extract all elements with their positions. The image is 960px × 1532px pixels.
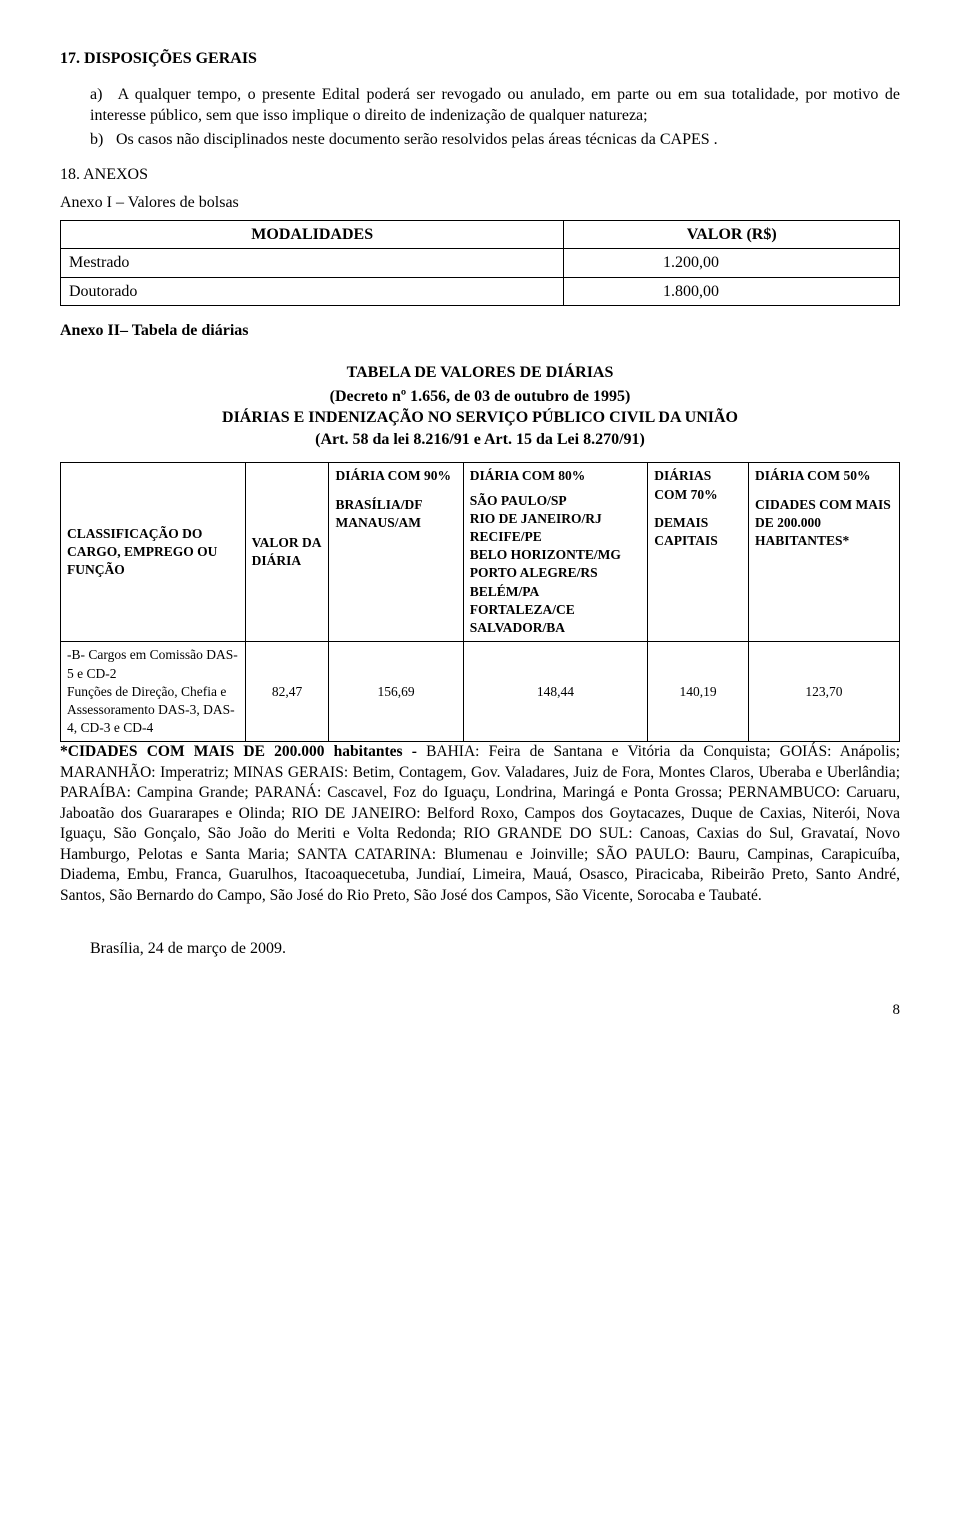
footnote-body: BAHIA: Feira de Santana e Vitória da Con…	[60, 743, 900, 903]
diarias-row-c6: 123,70	[748, 642, 899, 742]
diarias-h6-top: DIÁRIA COM 50%	[755, 468, 871, 483]
bolsas-table: MODALIDADES VALOR (R$) Mestrado 1.200,00…	[60, 220, 900, 307]
bolsas-header-modalidades: MODALIDADES	[61, 220, 564, 249]
footnote-lead: *CIDADES COM MAIS DE 200.000 habitantes …	[60, 743, 426, 760]
bolsas-value: 1.800,00	[564, 277, 900, 306]
diarias-h1-text: CLASSIFICAÇÃO DO CARGO, EMPREGO OU FUNÇÃ…	[67, 526, 217, 577]
table-row: -B- Cargos em Comissão DAS-5 e CD-2 Funç…	[61, 642, 900, 742]
diarias-h5-top: DIÁRIAS COM 70%	[654, 468, 717, 501]
section-17-list: a) A qualquer tempo, o presente Edital p…	[60, 84, 900, 151]
tabela-valores-title-text: TABELA DE VALORES DE DIÁRIAS	[347, 364, 614, 381]
diarias-row-c4: 148,44	[463, 642, 648, 742]
diarias-table: CLASSIFICAÇÃO DO CARGO, EMPREGO OU FUNÇÃ…	[60, 462, 900, 742]
table-row: Mestrado 1.200,00	[61, 249, 900, 278]
bolsas-header-valor: VALOR (R$)	[564, 220, 900, 249]
diarias-h4-bottom: SÃO PAULO/SP RIO DE JANEIRO/RJ RECIFE/PE…	[470, 493, 621, 636]
diarias-row-c3: 156,69	[329, 642, 463, 742]
diarias-h4-top: DIÁRIA COM 80%	[470, 468, 586, 483]
diarias-h2-text: VALOR DA DIÁRIA	[252, 535, 321, 568]
list-item-text: Os casos não disciplinados neste documen…	[116, 131, 718, 148]
art-line: (Art. 58 da lei 8.216/91 e Art. 15 da Le…	[60, 429, 900, 451]
anexo-1-label: Anexo I – Valores de bolsas	[60, 192, 900, 214]
diarias-h4: DIÁRIA COM 80% SÃO PAULO/SP RIO DE JANEI…	[463, 463, 648, 642]
page-number: 8	[60, 1000, 900, 1020]
diarias-row-c1: -B- Cargos em Comissão DAS-5 e CD-2 Funç…	[61, 642, 246, 742]
list-item: b) Os casos não disciplinados neste docu…	[90, 129, 900, 151]
diarias-uniao-line: DIÁRIAS E INDENIZAÇÃO NO SERVIÇO PÚBLICO…	[60, 407, 900, 429]
anexo-2-label: Anexo II– Tabela de diárias	[60, 320, 900, 342]
bolsas-name: Doutorado	[61, 277, 564, 306]
diarias-h6-bottom: CIDADES COM MAIS DE 200.000 HABITANTES*	[755, 497, 891, 548]
table-row: Doutorado 1.800,00	[61, 277, 900, 306]
diarias-h1: CLASSIFICAÇÃO DO CARGO, EMPREGO OU FUNÇÃ…	[61, 463, 246, 642]
footnote: *CIDADES COM MAIS DE 200.000 habitantes …	[60, 742, 900, 906]
diarias-row-c5: 140,19	[648, 642, 749, 742]
diarias-h3-bottom: BRASÍLIA/DF MANAUS/AM	[335, 497, 422, 530]
diarias-h3-top: DIÁRIA COM 90%	[335, 468, 451, 483]
list-item-label: b)	[90, 129, 112, 151]
section-17-title: 17. DISPOSIÇÕES GERAIS	[60, 48, 900, 70]
bolsas-name: Mestrado	[61, 249, 564, 278]
bolsas-value: 1.200,00	[564, 249, 900, 278]
diarias-row-c2: 82,47	[245, 642, 329, 742]
section-18-title: 18. ANEXOS	[60, 164, 900, 186]
decreto-line: (Decreto nº 1.656, de 03 de outubro de 1…	[60, 386, 900, 408]
list-item-text: A qualquer tempo, o presente Edital pode…	[90, 86, 900, 125]
diarias-h6: DIÁRIA COM 50% CIDADES COM MAIS DE 200.0…	[748, 463, 899, 642]
diarias-h5: DIÁRIAS COM 70% DEMAIS CAPITAIS	[648, 463, 749, 642]
diarias-h3: DIÁRIA COM 90% BRASÍLIA/DF MANAUS/AM	[329, 463, 463, 642]
list-item: a) A qualquer tempo, o presente Edital p…	[90, 84, 900, 127]
diarias-h5-bottom: DEMAIS CAPITAIS	[654, 515, 718, 548]
list-item-label: a)	[90, 84, 112, 106]
tabela-valores-title: TABELA DE VALORES DE DIÁRIAS	[60, 362, 900, 384]
diarias-h2: VALOR DA DIÁRIA	[245, 463, 329, 642]
final-location: Brasília, 24 de março de 2009.	[90, 938, 900, 960]
diarias-header-row: CLASSIFICAÇÃO DO CARGO, EMPREGO OU FUNÇÃ…	[61, 463, 900, 642]
